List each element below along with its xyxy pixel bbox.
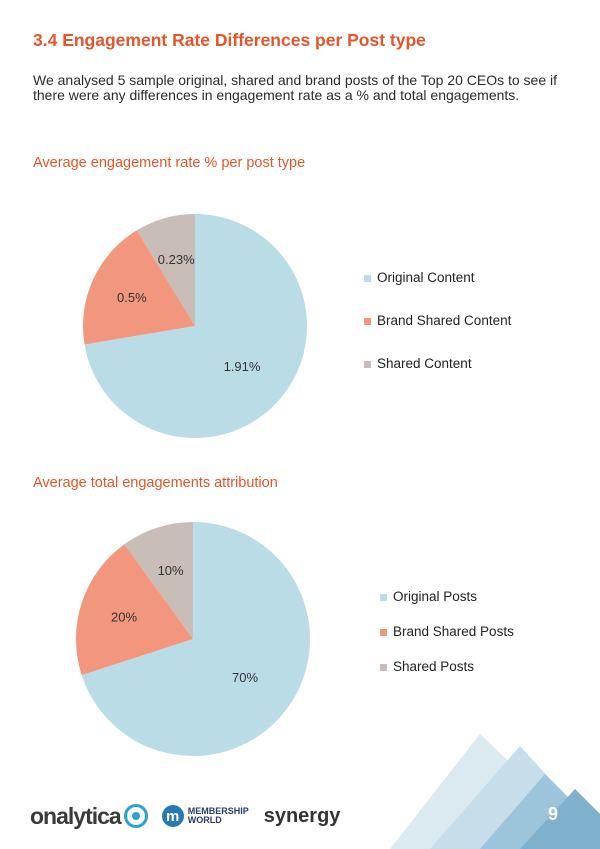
pie-chart-engagement-rate: 0.23% 0.5% 1.91%: [83, 214, 307, 438]
chart-1-title: Average engagement rate % per post type: [33, 155, 306, 171]
decorative-triangles: [390, 734, 600, 849]
legend-swatch: [364, 318, 371, 325]
pie-slice-shared-content: [136, 214, 195, 326]
legend-label: Brand Shared Content: [377, 313, 512, 328]
legend-item-shared-content: Shared Content: [364, 356, 511, 399]
intro-paragraph: We analysed 5 sample original, shared an…: [33, 72, 558, 103]
membership-world-icon: m: [161, 805, 184, 827]
legend-swatch: [380, 594, 387, 601]
pie-slice-shared-posts: [124, 522, 193, 639]
chart-2-title: Average total engagements attribution: [33, 475, 278, 491]
legend-swatch: [380, 664, 387, 671]
pie-label-original-content: 1.91%: [224, 359, 261, 374]
legend-swatch: [364, 361, 371, 368]
legend-item-brand-shared-posts: Brand Shared Posts: [380, 624, 514, 659]
legend-item-brand-shared-content: Brand Shared Content: [364, 313, 511, 356]
section-title: 3.4 Engagement Rate Differences per Post…: [33, 30, 426, 50]
page-number: 9: [547, 804, 558, 824]
legend-item-shared-posts: Shared Posts: [380, 659, 514, 694]
pie-slice-brand-shared-posts: [76, 544, 193, 676]
legend-label: Shared Content: [377, 356, 472, 371]
legend-label: Shared Posts: [393, 659, 475, 674]
membership-world-text: MEMBERSHIP WORLD: [187, 806, 249, 825]
pie-slice-original-posts: [81, 522, 311, 756]
pie-label-original-posts: 70%: [232, 670, 258, 685]
legend-label: Original Posts: [393, 589, 478, 604]
pie-label-brand-shared-content: 0.5%: [117, 290, 147, 305]
pie-slice-original-content: [84, 214, 307, 438]
pie-label-shared-content: 0.23%: [158, 252, 195, 267]
membership-world-logo: m MEMBERSHIP WORLD: [161, 805, 250, 827]
pie-label-brand-shared-posts: 20%: [111, 610, 137, 625]
legend-label: Brand Shared Posts: [393, 624, 514, 639]
pie-slice-brand-shared-content: [83, 230, 195, 345]
onalytica-logo: onalytica: [30, 803, 148, 830]
pie-chart-engagements-attribution: 10% 20% 70%: [76, 522, 311, 756]
legend-item-original-posts: Original Posts: [380, 589, 514, 624]
legend-item-original-content: Original Content: [364, 270, 511, 313]
synergy-logo: synergy: [263, 804, 341, 827]
legend-swatch: [380, 629, 387, 636]
chart-2-legend: Original Posts Brand Shared Posts Shared P…: [380, 589, 514, 694]
onalytica-o-icon: [123, 804, 148, 828]
chart-1-legend: Original Content Brand Shared Content Shar…: [364, 270, 511, 399]
legend-swatch: [364, 275, 371, 282]
pie-label-shared-posts: 10%: [158, 563, 184, 578]
footer-logos: onalytica m MEMBERSHIP WORLD synergy: [30, 801, 340, 831]
onalytica-logo-text: onalytica: [30, 802, 122, 829]
legend-label: Original Content: [377, 270, 475, 285]
